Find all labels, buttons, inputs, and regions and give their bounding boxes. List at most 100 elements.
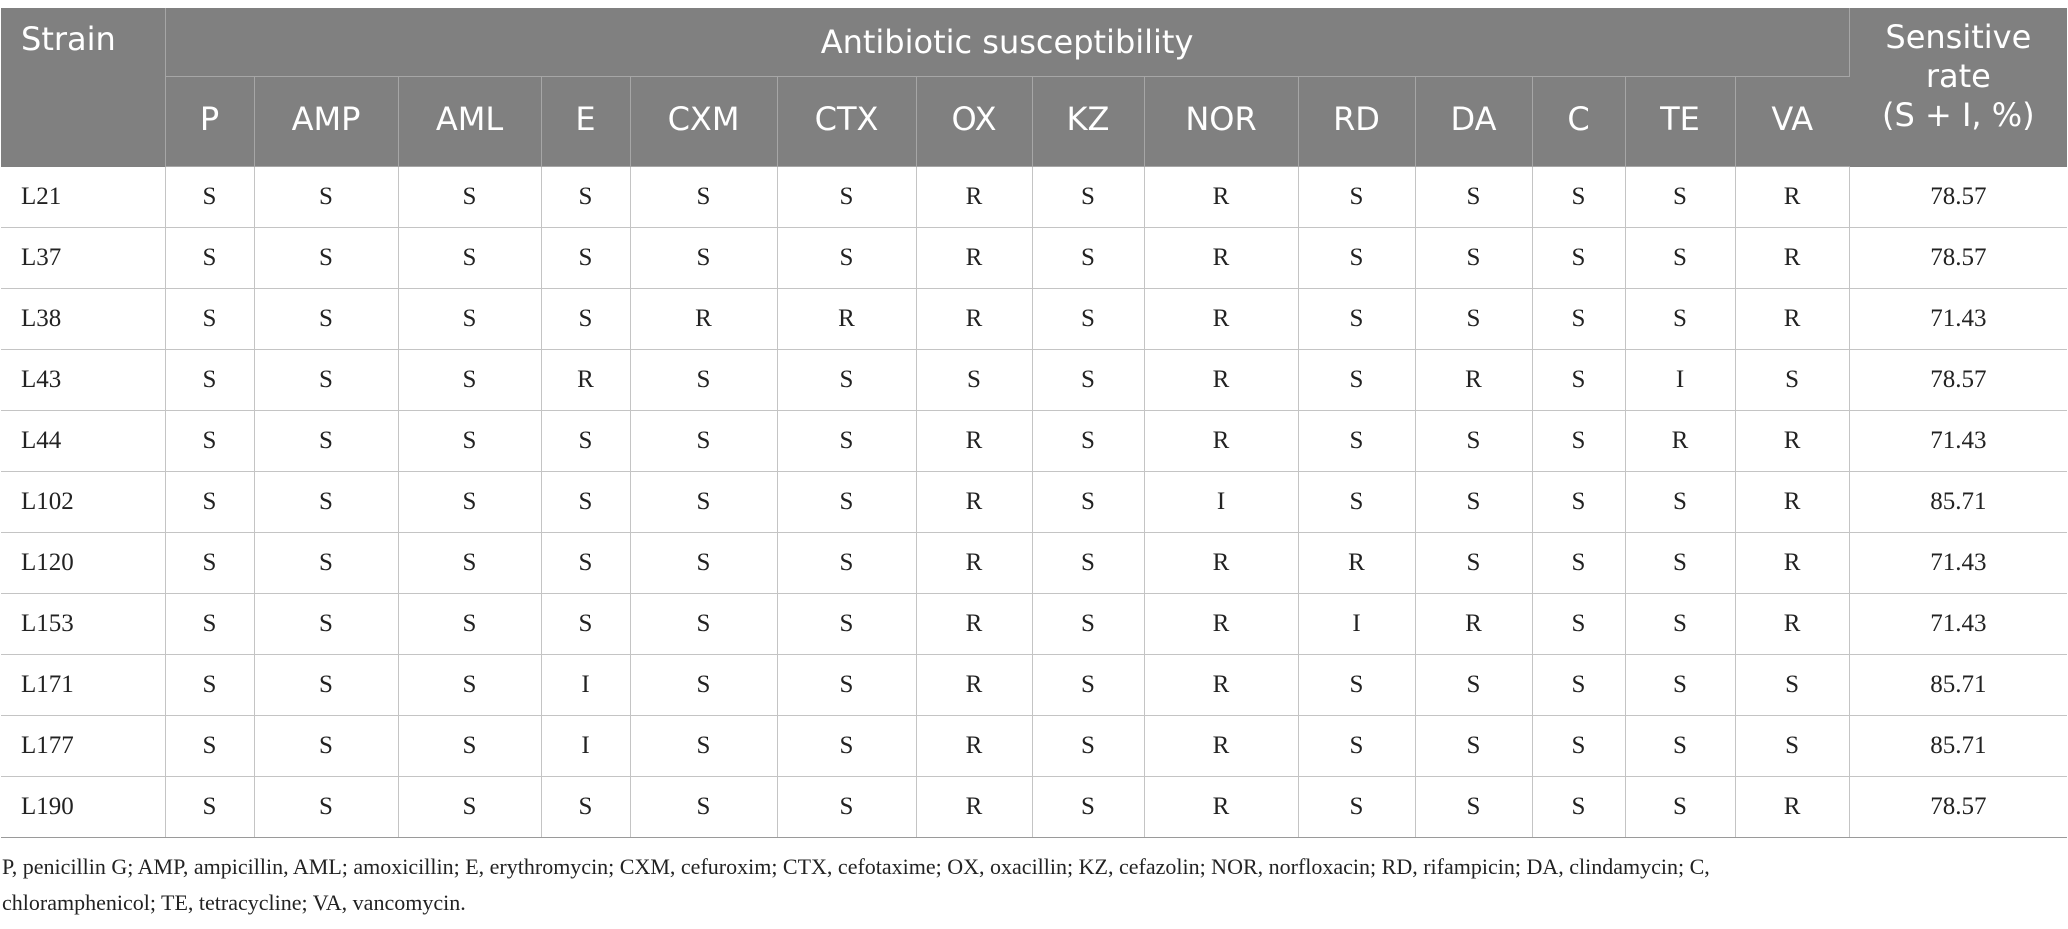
susceptibility-cell: S — [1298, 288, 1416, 350]
strain-cell: L37 — [1, 227, 166, 289]
susceptibility-cell: R — [1298, 532, 1416, 594]
susceptibility-cell: S — [1625, 593, 1736, 655]
table-header: Strain Antibiotic susceptibility Sensiti… — [1, 8, 2068, 167]
susceptibility-cell: S — [254, 654, 399, 716]
antibiotic-group-header: Antibiotic susceptibility — [165, 8, 1850, 77]
footnote-line1: P, penicillin G; AMP, ampicillin, AML; a… — [2, 854, 1710, 879]
sensitive-rate-cell: 78.57 — [1849, 166, 2068, 228]
susceptibility-cell: S — [1532, 288, 1626, 350]
susceptibility-cell: S — [1032, 776, 1145, 838]
footnote-line2: chloramphenicol; TE, tetracycline; VA, v… — [2, 890, 466, 915]
table-row: L190 S S S S S S R S R S S S S R 78.57 — [1, 776, 2068, 838]
susceptibility-cell: R — [1415, 593, 1533, 655]
susceptibility-cell: S — [254, 471, 399, 533]
susceptibility-cell: I — [1625, 349, 1736, 411]
susceptibility-cell: S — [398, 471, 542, 533]
table-row: L21 S S S S S S R S R S S S S R 78.57 — [1, 166, 2068, 228]
susceptibility-cell: S — [1532, 410, 1626, 472]
susceptibility-cell: S — [1298, 166, 1416, 228]
susceptibility-cell: R — [1144, 410, 1299, 472]
susceptibility-cell: R — [1735, 471, 1850, 533]
susceptibility-cell: S — [1032, 349, 1145, 411]
susceptibility-cell: R — [1735, 288, 1850, 350]
table-row: L43 S S S R S S S S R S R S I S 78.57 — [1, 349, 2068, 411]
susceptibility-cell: S — [1415, 654, 1533, 716]
susceptibility-cell: R — [1735, 227, 1850, 289]
susceptibility-cell: S — [1032, 532, 1145, 594]
strain-cell: L120 — [1, 532, 166, 594]
susceptibility-cell: S — [1735, 349, 1850, 411]
susceptibility-cell: R — [1144, 349, 1299, 411]
rate-header-line3: (S + I, %) — [1882, 96, 2035, 134]
antibiotic-header-rd: RD — [1298, 76, 1416, 167]
susceptibility-cell: S — [398, 166, 542, 228]
table-row: L120 S S S S S S R S R R S S S R 71.43 — [1, 532, 2068, 594]
susceptibility-cell: R — [1735, 593, 1850, 655]
susceptibility-cell: S — [1298, 349, 1416, 411]
susceptibility-cell: S — [165, 349, 255, 411]
susceptibility-cell: S — [777, 471, 917, 533]
rate-header-line1: Sensitive — [1885, 18, 2032, 56]
susceptibility-cell: S — [630, 593, 778, 655]
susceptibility-cell: S — [1532, 349, 1626, 411]
susceptibility-cell: S — [541, 776, 631, 838]
susceptibility-cell: R — [1144, 776, 1299, 838]
antibiotic-header-ox: OX — [916, 76, 1033, 167]
susceptibility-cell: S — [1415, 471, 1533, 533]
susceptibility-cell: S — [1415, 715, 1533, 777]
susceptibility-cell: S — [630, 410, 778, 472]
susceptibility-cell: S — [1032, 654, 1145, 716]
sensitive-rate-cell: 71.43 — [1849, 593, 2068, 655]
strain-cell: L21 — [1, 166, 166, 228]
susceptibility-cell: S — [254, 532, 399, 594]
susceptibility-cell: S — [165, 654, 255, 716]
antibiotic-header-c: C — [1532, 76, 1626, 167]
susceptibility-cell: S — [1032, 471, 1145, 533]
susceptibility-table: Strain Antibiotic susceptibility Sensiti… — [1, 8, 2068, 838]
susceptibility-cell: R — [1144, 227, 1299, 289]
sensitive-rate-cell: 71.43 — [1849, 532, 2068, 594]
strain-cell: L171 — [1, 654, 166, 716]
susceptibility-cell: S — [630, 654, 778, 716]
susceptibility-cell: S — [1532, 166, 1626, 228]
susceptibility-cell: S — [1625, 532, 1736, 594]
sensitive-rate-cell: 71.43 — [1849, 288, 2068, 350]
sensitive-rate-cell: 78.57 — [1849, 227, 2068, 289]
susceptibility-cell: R — [1735, 776, 1850, 838]
susceptibility-cell: S — [777, 227, 917, 289]
susceptibility-cell: R — [916, 715, 1033, 777]
susceptibility-cell: R — [916, 532, 1033, 594]
susceptibility-cell: R — [1735, 410, 1850, 472]
antibiotic-header-nor: NOR — [1144, 76, 1299, 167]
susceptibility-cell: S — [1735, 715, 1850, 777]
susceptibility-cell: S — [1625, 288, 1736, 350]
susceptibility-cell: S — [398, 593, 542, 655]
susceptibility-cell: S — [398, 654, 542, 716]
susceptibility-cell: S — [541, 227, 631, 289]
susceptibility-cell: S — [541, 410, 631, 472]
susceptibility-cell: S — [1735, 654, 1850, 716]
susceptibility-cell: S — [777, 715, 917, 777]
susceptibility-cell: S — [916, 349, 1033, 411]
susceptibility-cell: S — [254, 288, 399, 350]
susceptibility-cell: S — [541, 532, 631, 594]
susceptibility-cell: S — [1032, 593, 1145, 655]
strain-cell: L43 — [1, 349, 166, 411]
susceptibility-cell: S — [1532, 471, 1626, 533]
susceptibility-cell: S — [541, 166, 631, 228]
antibiotic-header-kz: KZ — [1032, 76, 1145, 167]
susceptibility-cell: S — [398, 532, 542, 594]
sensitive-rate-cell: 85.71 — [1849, 654, 2068, 716]
susceptibility-cell: S — [1625, 776, 1736, 838]
susceptibility-cell: R — [1144, 654, 1299, 716]
susceptibility-cell: S — [630, 166, 778, 228]
sensitive-rate-cell: 85.71 — [1849, 715, 2068, 777]
susceptibility-cell: I — [541, 654, 631, 716]
susceptibility-cell: S — [1532, 654, 1626, 716]
strain-cell: L177 — [1, 715, 166, 777]
susceptibility-cell: S — [398, 715, 542, 777]
susceptibility-cell: S — [1415, 166, 1533, 228]
susceptibility-cell: S — [1415, 776, 1533, 838]
susceptibility-cell: R — [916, 593, 1033, 655]
susceptibility-cell: S — [254, 593, 399, 655]
